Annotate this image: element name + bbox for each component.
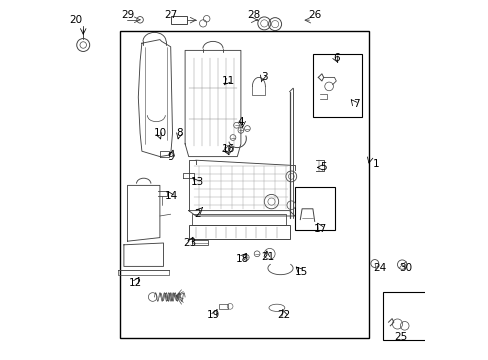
Text: 1: 1 (372, 159, 378, 169)
Text: 17: 17 (313, 224, 326, 234)
Text: 8: 8 (176, 128, 183, 138)
Text: 21: 21 (261, 252, 274, 262)
Bar (170, 16, 186, 24)
Text: 6: 6 (332, 53, 339, 63)
Bar (120, 31, 368, 338)
Text: 7: 7 (353, 99, 359, 109)
Text: 28: 28 (246, 10, 260, 21)
Bar (382, 292, 429, 340)
Text: 11: 11 (221, 76, 234, 86)
Text: 20: 20 (69, 15, 82, 25)
Text: 22: 22 (277, 310, 290, 320)
Text: 2: 2 (194, 209, 201, 219)
Text: 24: 24 (372, 263, 386, 273)
Text: 15: 15 (294, 267, 307, 277)
Bar (294, 187, 334, 230)
Text: 26: 26 (307, 10, 321, 21)
Bar (192, 214, 285, 225)
Text: 23: 23 (183, 238, 196, 248)
Text: 4: 4 (237, 117, 244, 127)
Text: 14: 14 (165, 191, 178, 201)
Text: 18: 18 (236, 254, 249, 264)
Text: 27: 27 (164, 10, 177, 21)
Bar (312, 54, 361, 117)
Text: 5: 5 (320, 162, 326, 172)
Bar (188, 225, 289, 239)
Text: 12: 12 (129, 278, 142, 288)
Bar (219, 304, 228, 309)
Text: 30: 30 (398, 263, 411, 273)
Text: 29: 29 (121, 10, 134, 21)
Bar (192, 240, 208, 245)
Text: 25: 25 (394, 332, 407, 342)
Text: 19: 19 (207, 310, 220, 320)
Text: 13: 13 (190, 177, 203, 187)
Text: 9: 9 (167, 152, 174, 162)
Text: 16: 16 (221, 144, 234, 154)
Text: 10: 10 (153, 128, 166, 138)
Text: 3: 3 (261, 72, 267, 82)
